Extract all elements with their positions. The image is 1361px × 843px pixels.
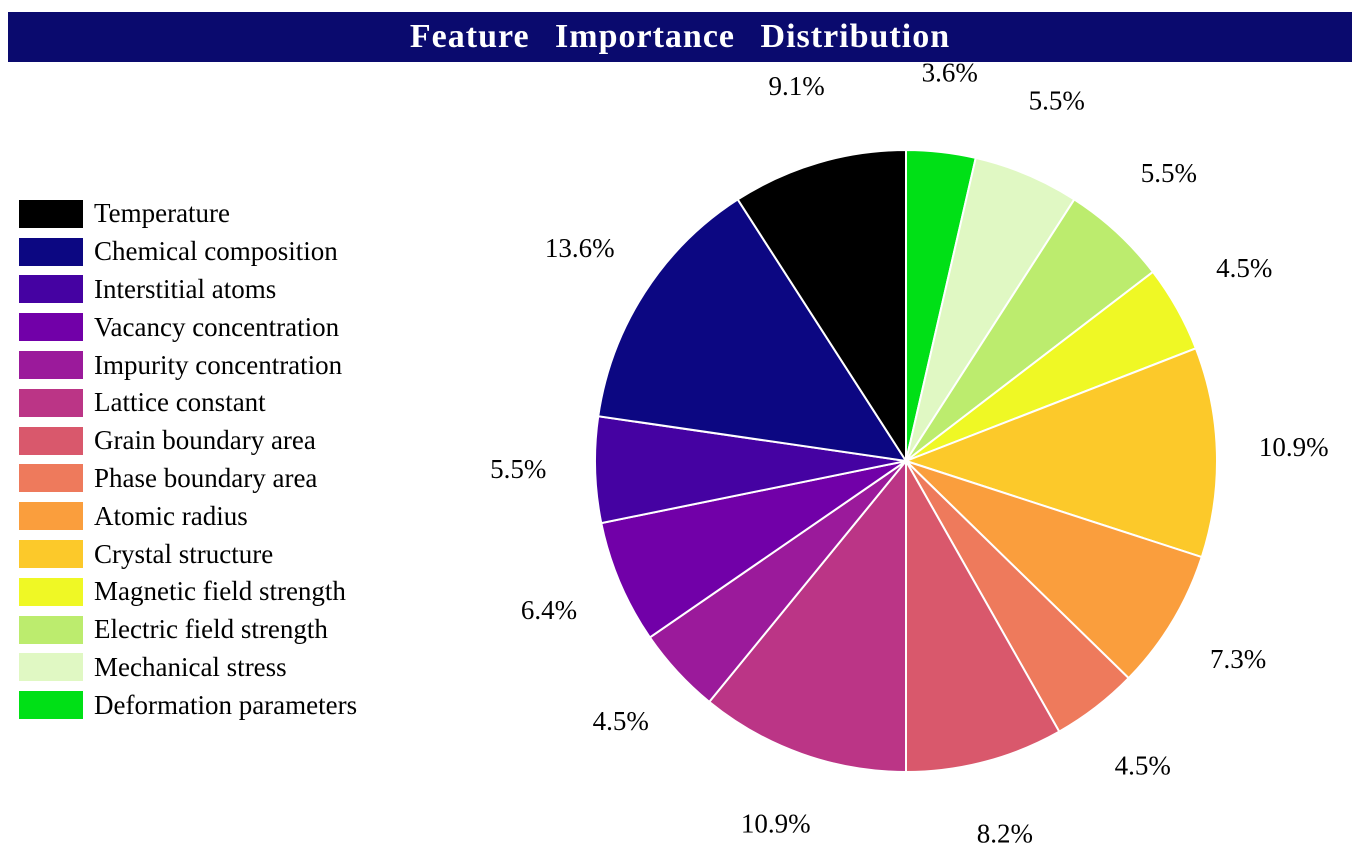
chart-title: Feature Importance Distribution (409, 18, 951, 55)
legend-label: Magnetic field strength (94, 576, 346, 607)
legend-swatch (19, 615, 83, 644)
legend-label: Phase boundary area (94, 462, 318, 493)
data-label-deformation-parameters: 3.6% (922, 58, 978, 88)
legend-swatch (19, 237, 83, 266)
pie-labels: 3.6% 5.5% 5.5% 4.5% 10.9% 7.3% 4.5% 8.2% 10.9% 4.… (490, 58, 1329, 843)
data-label-lattice-constant: 10.9% (741, 809, 811, 839)
data-label-vacancy-concentration: 6.4% (521, 595, 577, 625)
legend-item-atomic-radius: Atomic radius (19, 497, 357, 535)
legend-swatch (19, 351, 83, 380)
pie-slice-crystal-structure (903, 347, 1218, 559)
legend-item-phase-boundary-area: Phase boundary area (19, 460, 357, 498)
legend: Temperature Chemical composition Interstit… (19, 195, 357, 724)
data-label-crystal-structure: 10.9% (1259, 432, 1329, 462)
legend-swatch (19, 464, 83, 493)
legend-label: Chemical composition (94, 236, 338, 267)
legend-label: Crystal structure (94, 538, 274, 569)
legend-item-chemical-composition: Chemical composition (19, 233, 357, 271)
legend-label: Deformation parameters (94, 689, 358, 720)
legend-item-mechanical-stress: Mechanical stress (19, 649, 357, 687)
legend-item-deformation-parameters: Deformation parameters (19, 686, 357, 724)
legend-label: Atomic radius (94, 500, 248, 531)
legend-swatch (19, 502, 83, 531)
pie-slice-grain-boundary-area (905, 457, 1061, 774)
legend-swatch (19, 199, 83, 228)
legend-swatch (19, 540, 83, 569)
legend-item-lattice-constant: Lattice constant (19, 384, 357, 422)
data-label-temperature: 9.1% (768, 71, 824, 101)
data-label-electric-field-strength: 5.5% (1141, 158, 1197, 188)
pie-slice-lattice-constant (707, 458, 907, 774)
chart-title-bar: Feature Importance Distribution (8, 12, 1352, 62)
data-label-mechanical-stress: 5.5% (1029, 86, 1085, 116)
data-label-atomic-radius: 7.3% (1210, 644, 1266, 674)
data-label-chemical-composition: 13.6% (545, 233, 615, 263)
pie-slice-chemical-composition (597, 198, 909, 463)
legend-swatch (19, 653, 83, 682)
data-label-grain-boundary-area: 8.2% (977, 818, 1033, 843)
legend-item-impurity-concentration: Impurity concentration (19, 346, 357, 384)
legend-label: Impurity concentration (94, 349, 343, 380)
legend-label: Vacancy concentration (94, 311, 340, 342)
legend-label: Mechanical stress (94, 651, 287, 682)
legend-swatch (19, 577, 83, 606)
legend-swatch (19, 275, 83, 304)
legend-item-crystal-structure: Crystal structure (19, 535, 357, 573)
data-label-impurity-concentration: 4.5% (593, 706, 649, 736)
legend-label: Lattice constant (94, 387, 266, 418)
legend-swatch (19, 388, 83, 417)
legend-swatch (19, 426, 83, 455)
legend-item-interstitial-atoms: Interstitial atoms (19, 271, 357, 309)
legend-item-electric-field-strength: Electric field strength (19, 611, 357, 649)
legend-label: Grain boundary area (94, 425, 316, 456)
pie-slice-vacancy-concentration (600, 460, 907, 639)
pie-slices (594, 148, 1218, 774)
legend-swatch (19, 691, 83, 720)
pie-slice-temperature (736, 148, 907, 465)
data-label-interstitial-atoms: 5.5% (490, 454, 546, 484)
legend-item-vacancy-concentration: Vacancy concentration (19, 308, 357, 346)
legend-label: Electric field strength (94, 614, 328, 645)
legend-label: Interstitial atoms (94, 273, 277, 304)
pie-slice-atomic-radius (905, 460, 1204, 680)
data-label-magnetic-field-strength: 4.5% (1216, 253, 1272, 283)
legend-label: Temperature (94, 198, 231, 229)
legend-item-temperature: Temperature (19, 195, 357, 233)
data-label-phase-boundary-area: 4.5% (1115, 751, 1171, 781)
legend-item-magnetic-field-strength: Magnetic field strength (19, 573, 357, 611)
legend-swatch (19, 313, 83, 342)
legend-item-grain-boundary-area: Grain boundary area (19, 422, 357, 460)
